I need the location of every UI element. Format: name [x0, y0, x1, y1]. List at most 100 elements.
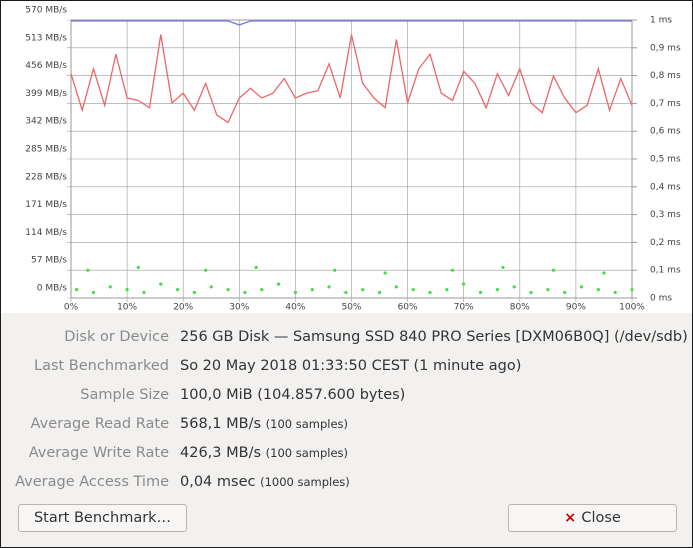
x-tick-label: 60% — [398, 303, 418, 313]
y2-tick-label: 0,8 ms — [650, 71, 681, 81]
access-point — [512, 285, 516, 289]
info-value: 568,1 MB/s (100 samples) — [180, 416, 349, 432]
access-point — [91, 290, 96, 295]
y-tick-label: 57 MB/s — [31, 256, 67, 266]
access-point — [86, 268, 90, 272]
access-point — [377, 290, 382, 295]
access-point — [428, 290, 432, 295]
info-row: Average Write Rate 426,3 MB/s (100 sample… — [1, 442, 692, 464]
series-line — [71, 20, 632, 26]
x-tick-label: 50% — [341, 303, 361, 313]
x-tick-label: 80% — [510, 303, 530, 313]
access-point — [478, 290, 483, 295]
info-label: Sample Size — [80, 387, 169, 403]
info-value: 100,0 MiB (104.857.600 bytes) — [180, 387, 406, 403]
access-point — [344, 290, 348, 295]
access-point — [136, 265, 140, 270]
access-point — [602, 271, 606, 275]
access-point — [501, 265, 505, 270]
series-line — [70, 34, 633, 124]
access-point — [75, 288, 79, 292]
chart-background — [1, 1, 692, 313]
info-value: 256 GB Disk — Samsung SSD 840 PRO Series… — [180, 329, 688, 345]
access-point — [226, 288, 230, 292]
close-label: Close — [581, 510, 621, 526]
info-label: Average Read Rate — [30, 416, 169, 432]
access-point — [175, 288, 180, 292]
x-tick-label: 20% — [173, 303, 193, 313]
info-row: Average Read Rate 568,1 MB/s (100 samples… — [1, 413, 692, 435]
access-point — [579, 285, 584, 289]
access-point — [613, 290, 617, 295]
access-point — [254, 265, 258, 270]
chart: 0 MB/s 57 MB/s 114 MB/s 171 MB/s 228 MB/s 285… — [1, 1, 692, 313]
info-row: Last Benchmarked So 20 May 2018 01:33:50 … — [1, 355, 692, 377]
y2-tick-label: 1 ms — [650, 16, 672, 26]
access-point — [383, 271, 387, 275]
access-point — [450, 268, 455, 272]
info-note: (1000 samples) — [260, 475, 350, 489]
y2-tick-label: 0 ms — [650, 294, 672, 304]
y-tick-label: 171 MB/s — [25, 200, 67, 210]
access-point — [327, 285, 331, 289]
y-tick-label: 456 MB/s — [25, 61, 67, 71]
x-tick-label: 70% — [454, 303, 474, 313]
access-point — [276, 282, 281, 286]
y-tick-label: 513 MB/s — [25, 33, 67, 43]
close-icon: × — [564, 510, 582, 526]
y-tick-label: 114 MB/s — [25, 228, 67, 238]
access-point — [563, 290, 567, 295]
info-value: 426,3 MB/s (100 samples) — [180, 445, 349, 461]
access-point — [204, 268, 208, 272]
start-benchmark-button[interactable]: Start Benchmark… — [18, 504, 187, 532]
info-row: Sample Size 100,0 MiB (104.857.600 bytes) — [1, 384, 692, 406]
close-button[interactable]: × Close — [508, 504, 677, 532]
access-point — [445, 288, 449, 292]
x-tick-label: 0% — [64, 303, 79, 313]
x-tick-label: 40% — [285, 303, 305, 313]
access-point — [361, 288, 365, 292]
y-tick-label: 228 MB/s — [25, 172, 67, 182]
info-value: So 20 May 2018 01:33:50 CEST (1 minute a… — [180, 358, 522, 374]
y-tick-label: 0 MB/s — [37, 284, 68, 294]
info-row: Average Access Time 0,04 msec (1000 sampl… — [1, 471, 692, 493]
info-note: (100 samples) — [265, 417, 349, 431]
access-point — [529, 290, 533, 295]
access-point — [260, 288, 264, 292]
access-point — [462, 282, 466, 286]
access-point — [310, 288, 314, 292]
access-point — [495, 288, 499, 292]
access-point — [209, 285, 213, 289]
access-point — [243, 290, 247, 295]
y2-tick-label: 0,5 ms — [650, 155, 681, 165]
y-tick-label: 570 MB/s — [25, 6, 67, 16]
x-tick-label: 30% — [229, 303, 249, 313]
info-label: Average Access Time — [15, 474, 169, 490]
y2-tick-label: 0,6 ms — [650, 127, 681, 137]
access-point — [411, 288, 415, 292]
access-point — [551, 268, 556, 272]
access-point — [333, 268, 337, 272]
y2-tick-label: 0,7 ms — [650, 99, 681, 109]
access-point — [159, 282, 163, 286]
y2-tick-label: 0,2 ms — [650, 238, 681, 248]
y2-tick-label: 0,3 ms — [650, 210, 681, 220]
info-note: (100 samples) — [265, 446, 349, 460]
access-point — [293, 290, 297, 295]
y2-tick-label: 0,4 ms — [650, 182, 681, 192]
x-tick-label: 100% — [619, 303, 645, 313]
info-row: Disk or Device 256 GB Disk — Samsung SSD … — [1, 326, 692, 348]
access-point — [394, 285, 398, 289]
y2-tick-label: 0,1 ms — [650, 266, 681, 276]
access-point — [125, 288, 129, 292]
access-point — [596, 288, 600, 292]
x-tick-label: 90% — [566, 303, 586, 313]
access-point — [630, 288, 634, 292]
info-label: Disk or Device — [64, 329, 169, 345]
access-point — [108, 285, 112, 289]
info-value: 0,04 msec (1000 samples) — [180, 474, 350, 490]
access-point — [546, 288, 550, 292]
y-tick-label: 285 MB/s — [25, 145, 67, 155]
info-label: Average Write Rate — [28, 445, 169, 461]
